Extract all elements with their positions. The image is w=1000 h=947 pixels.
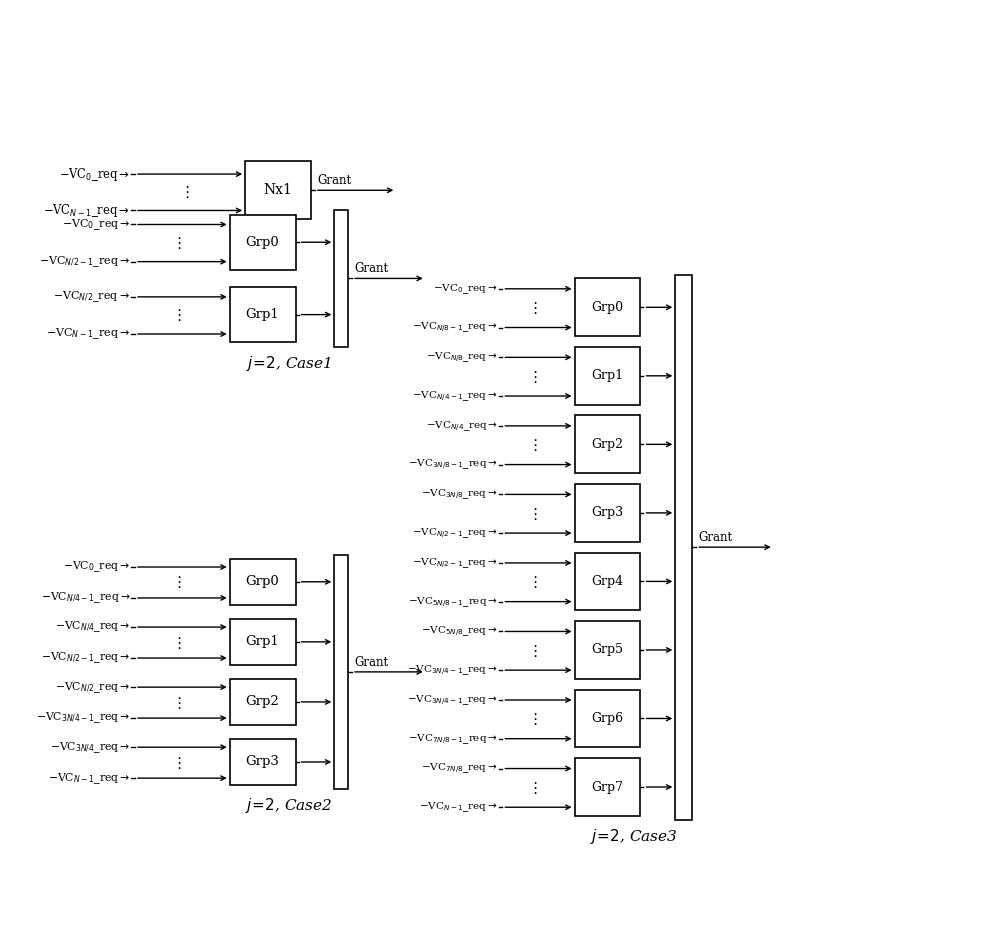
Text: Grp0: Grp0	[246, 575, 279, 588]
Text: Grp1: Grp1	[246, 308, 279, 321]
Text: $\vdots$: $\vdots$	[527, 368, 538, 384]
Text: $-$VC$_{N/2-1}$$\_$req$\rightarrow$: $-$VC$_{N/2-1}$$\_$req$\rightarrow$	[41, 651, 130, 666]
Bar	[675, 275, 692, 820]
Bar	[574, 552, 640, 610]
Bar	[574, 759, 640, 816]
Text: $-$VC$_0$$\_$req$\rightarrow$: $-$VC$_0$$\_$req$\rightarrow$	[62, 217, 130, 232]
Bar	[230, 679, 296, 725]
Text: $-$VC$_{N/4}$$\_$req$\rightarrow$: $-$VC$_{N/4}$$\_$req$\rightarrow$	[426, 419, 498, 433]
Text: $-$VC$_0$$\_$req$\rightarrow$: $-$VC$_0$$\_$req$\rightarrow$	[63, 560, 130, 575]
Text: $-$VC$_{N-1}$$\_$req$\rightarrow$: $-$VC$_{N-1}$$\_$req$\rightarrow$	[46, 327, 130, 342]
Text: $\vdots$: $\vdots$	[527, 506, 538, 522]
Text: Grp3: Grp3	[591, 507, 624, 519]
Bar	[574, 621, 640, 679]
Bar	[574, 416, 640, 474]
Text: $\vdots$: $\vdots$	[527, 438, 538, 454]
Bar	[230, 215, 296, 270]
Text: Grp3: Grp3	[246, 756, 280, 768]
Bar	[574, 347, 640, 404]
Bar	[230, 559, 296, 605]
Bar	[230, 287, 296, 342]
Text: $-$VC$_{3N/8-1}$$\_$req$\rightarrow$: $-$VC$_{3N/8-1}$$\_$req$\rightarrow$	[408, 457, 498, 472]
Text: $-$VC$_{5N/8}$$\_$req$\rightarrow$: $-$VC$_{5N/8}$$\_$req$\rightarrow$	[421, 625, 498, 638]
Text: Grant: Grant	[354, 262, 389, 276]
Text: $\vdots$: $\vdots$	[171, 755, 182, 771]
Bar	[245, 161, 311, 219]
Text: $-$VC$_{N/2-1}$$\_$req$\rightarrow$: $-$VC$_{N/2-1}$$\_$req$\rightarrow$	[39, 254, 130, 269]
Text: $-$VC$_0$$\_$req$\rightarrow$: $-$VC$_0$$\_$req$\rightarrow$	[59, 166, 130, 183]
Bar	[574, 689, 640, 747]
Text: $-$VC$_{5N/8-1}$$\_$req$\rightarrow$: $-$VC$_{5N/8-1}$$\_$req$\rightarrow$	[408, 595, 498, 609]
Bar	[334, 555, 348, 789]
Bar	[334, 210, 348, 347]
Text: Grp1: Grp1	[246, 635, 279, 649]
Text: $-$VC$_{3N/4}$$\_$req$\rightarrow$: $-$VC$_{3N/4}$$\_$req$\rightarrow$	[50, 740, 130, 755]
Text: $\vdots$: $\vdots$	[171, 308, 182, 324]
Bar	[574, 278, 640, 336]
Text: Grp2: Grp2	[246, 695, 279, 708]
Text: Grp6: Grp6	[591, 712, 624, 725]
Text: $j\!=\!2$, Case3: $j\!=\!2$, Case3	[590, 827, 677, 847]
Text: $\vdots$: $\vdots$	[171, 235, 182, 251]
Text: $-$VC$_{N/4}$$\_$req$\rightarrow$: $-$VC$_{N/4}$$\_$req$\rightarrow$	[55, 619, 130, 634]
Text: $-$VC$_{N-1}$$\_$req$\rightarrow$: $-$VC$_{N-1}$$\_$req$\rightarrow$	[48, 771, 130, 786]
Text: $-$VC$_{7N/8}$$\_$req$\rightarrow$: $-$VC$_{7N/8}$$\_$req$\rightarrow$	[421, 761, 498, 776]
Text: $\vdots$: $\vdots$	[527, 780, 538, 795]
Text: $-$VC$_{3N/4-1}$$\_$req$\rightarrow$: $-$VC$_{3N/4-1}$$\_$req$\rightarrow$	[407, 663, 498, 677]
Text: $-$VC$_{N/2-1}$$\_$req$\rightarrow$: $-$VC$_{N/2-1}$$\_$req$\rightarrow$	[412, 527, 498, 540]
Bar	[574, 484, 640, 542]
Text: $\vdots$: $\vdots$	[171, 694, 182, 710]
Text: $-$VC$_{N/2}$$\_$req$\rightarrow$: $-$VC$_{N/2}$$\_$req$\rightarrow$	[53, 290, 130, 304]
Text: $\vdots$: $\vdots$	[171, 575, 182, 591]
Text: $-$VC$_{3N/4-1}$$\_$req$\rightarrow$: $-$VC$_{3N/4-1}$$\_$req$\rightarrow$	[407, 693, 498, 706]
Text: $j\!=\!1$: $j\!=\!1$	[263, 226, 293, 245]
Text: $-$VC$_{N-1}$$\_$req$\rightarrow$: $-$VC$_{N-1}$$\_$req$\rightarrow$	[419, 800, 498, 814]
Text: $\vdots$: $\vdots$	[527, 300, 538, 316]
Text: Grp7: Grp7	[591, 780, 623, 794]
Text: Grant: Grant	[317, 174, 351, 188]
Bar	[230, 618, 296, 665]
Text: $\vdots$: $\vdots$	[171, 634, 182, 651]
Text: Grp5: Grp5	[591, 643, 623, 656]
Text: $-$VC$_{N/2}$$\_$req$\rightarrow$: $-$VC$_{N/2}$$\_$req$\rightarrow$	[55, 680, 130, 694]
Text: $-$VC$_{N-1}$$\_$req$\rightarrow$: $-$VC$_{N-1}$$\_$req$\rightarrow$	[43, 202, 130, 219]
Text: Grant: Grant	[354, 656, 389, 669]
Text: $\vdots$: $\vdots$	[179, 185, 189, 200]
Text: $\vdots$: $\vdots$	[527, 574, 538, 590]
Text: $-$VC$_{N/8-1}$$\_$req$\rightarrow$: $-$VC$_{N/8-1}$$\_$req$\rightarrow$	[412, 321, 498, 334]
Text: $\vdots$: $\vdots$	[527, 643, 538, 659]
Text: Nx1: Nx1	[264, 184, 292, 197]
Text: $\vdots$: $\vdots$	[527, 711, 538, 727]
Text: Grant: Grant	[698, 531, 733, 545]
Text: $-$VC$_{N/4-1}$$\_$req$\rightarrow$: $-$VC$_{N/4-1}$$\_$req$\rightarrow$	[412, 389, 498, 402]
Text: Grp0: Grp0	[246, 236, 279, 249]
Text: $-$VC$_0$$\_$req$\rightarrow$: $-$VC$_0$$\_$req$\rightarrow$	[433, 282, 498, 295]
Bar	[230, 739, 296, 785]
Text: $j\!=\!2$, Case1: $j\!=\!2$, Case1	[246, 354, 332, 373]
Text: Grp4: Grp4	[591, 575, 624, 588]
Text: Grp1: Grp1	[591, 369, 624, 383]
Text: $-$VC$_{N/2-1}$$\_$req$\rightarrow$: $-$VC$_{N/2-1}$$\_$req$\rightarrow$	[412, 556, 498, 570]
Text: $j\!=\!2$, Case2: $j\!=\!2$, Case2	[245, 796, 333, 815]
Text: Grp0: Grp0	[591, 301, 624, 313]
Text: $-$VC$_{N/4-1}$$\_$req$\rightarrow$: $-$VC$_{N/4-1}$$\_$req$\rightarrow$	[41, 591, 130, 605]
Text: $-$VC$_{7N/8-1}$$\_$req$\rightarrow$: $-$VC$_{7N/8-1}$$\_$req$\rightarrow$	[408, 732, 498, 745]
Text: $-$VC$_{3N/4-1}$$\_$req$\rightarrow$: $-$VC$_{3N/4-1}$$\_$req$\rightarrow$	[36, 710, 130, 725]
Text: $-$VC$_{3N/8}$$\_$req$\rightarrow$: $-$VC$_{3N/8}$$\_$req$\rightarrow$	[421, 488, 498, 501]
Text: $-$VC$_{N/8}$$\_$req$\rightarrow$: $-$VC$_{N/8}$$\_$req$\rightarrow$	[426, 350, 498, 365]
Text: Grp2: Grp2	[591, 438, 623, 451]
